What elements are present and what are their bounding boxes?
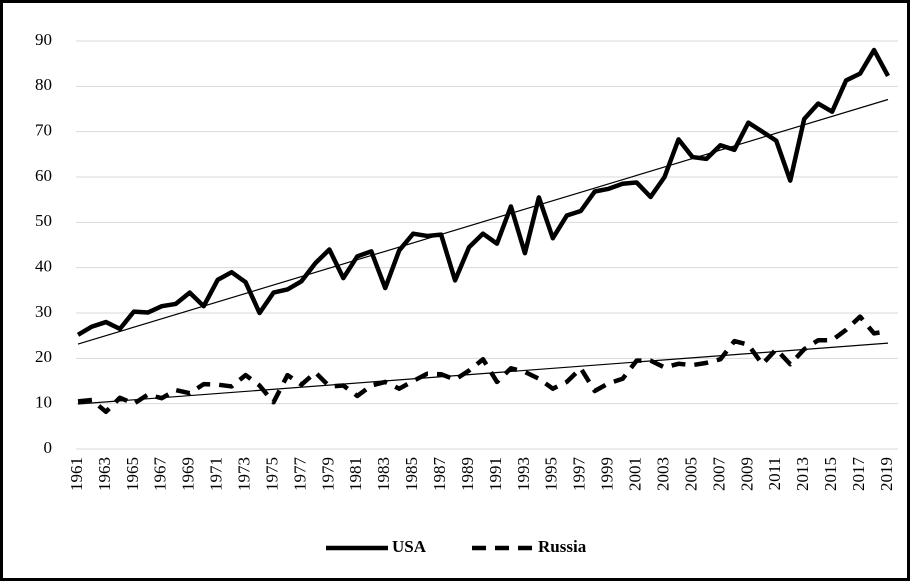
x-tick-label: 1979 (318, 457, 337, 491)
x-tick-label: 1999 (598, 457, 617, 491)
y-tick-label: 10 (35, 393, 52, 412)
x-tick-label: 1975 (262, 457, 281, 491)
x-tick-label: 2019 (877, 457, 896, 491)
x-tick-label: 1985 (402, 457, 421, 491)
x-tick-label: 2011 (765, 457, 784, 490)
trend-line (77, 342, 889, 405)
y-tick-label: 40 (35, 257, 52, 276)
y-tick-label: 30 (35, 302, 52, 321)
x-tick-label: 1995 (542, 457, 561, 491)
trend-line (77, 98, 889, 345)
x-tick-label: 2007 (709, 457, 728, 492)
x-tick-label: 1987 (430, 457, 449, 492)
x-tick-label: 1997 (570, 457, 589, 492)
x-tick-label: 1991 (486, 457, 505, 491)
series-line (76, 47, 890, 337)
y-tick-label: 60 (35, 166, 52, 185)
x-tick-label: 1981 (346, 457, 365, 491)
x-tick-label: 1971 (207, 457, 226, 491)
x-tick-label: 1973 (234, 457, 253, 491)
x-tick-label: 1967 (151, 457, 170, 492)
x-tick-label: 2017 (849, 457, 868, 492)
x-tick-label: 2001 (626, 457, 645, 491)
y-tick-label: 80 (35, 75, 52, 94)
legend-label: Russia (538, 537, 587, 556)
x-tick-label: 1965 (123, 457, 142, 491)
x-tick-label: 2013 (793, 457, 812, 491)
y-tick-label: 90 (35, 30, 52, 49)
x-tick-label: 1977 (290, 457, 309, 492)
x-tick-label: 1989 (458, 457, 477, 491)
x-tick-label: 2009 (737, 457, 756, 491)
y-tick-label: 0 (44, 438, 53, 457)
legend-label: USA (392, 537, 427, 556)
x-tick-label: 2005 (681, 457, 700, 491)
x-tick-label: 2003 (653, 457, 672, 491)
y-tick-label: 20 (35, 347, 52, 366)
y-tick-label: 50 (35, 211, 52, 230)
x-tick-label: 2015 (821, 457, 840, 491)
series-line (77, 314, 889, 415)
x-tick-label: 1993 (514, 457, 533, 491)
x-tick-label: 1969 (179, 457, 198, 491)
x-tick-label: 1961 (67, 457, 86, 491)
x-tick-label: 1963 (95, 457, 114, 491)
x-tick-label: 1983 (374, 457, 393, 491)
y-tick-label: 70 (35, 121, 52, 140)
